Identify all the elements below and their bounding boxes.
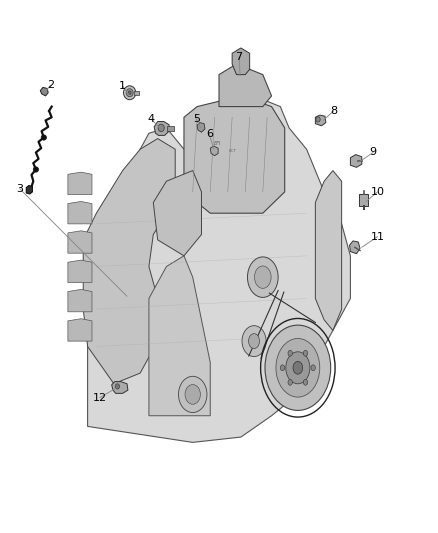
Bar — [167, 126, 174, 131]
Polygon shape — [68, 289, 92, 312]
Ellipse shape — [254, 266, 271, 288]
Ellipse shape — [33, 167, 39, 172]
Text: 4: 4 — [148, 114, 155, 124]
Text: 11: 11 — [371, 232, 385, 241]
Text: 9: 9 — [370, 148, 377, 157]
Ellipse shape — [242, 326, 266, 357]
Polygon shape — [315, 115, 326, 126]
Ellipse shape — [158, 124, 164, 132]
Ellipse shape — [286, 352, 310, 384]
Ellipse shape — [178, 376, 207, 413]
Polygon shape — [350, 241, 360, 254]
Text: ECT: ECT — [228, 149, 236, 154]
Polygon shape — [210, 146, 218, 156]
Ellipse shape — [249, 334, 259, 349]
Polygon shape — [68, 231, 92, 253]
Polygon shape — [154, 122, 169, 135]
Ellipse shape — [280, 365, 285, 371]
Ellipse shape — [115, 384, 120, 389]
Bar — [359, 194, 368, 206]
Ellipse shape — [311, 365, 315, 371]
Ellipse shape — [276, 338, 320, 397]
Text: 2: 2 — [47, 80, 54, 90]
Text: EFI: EFI — [214, 141, 221, 147]
Ellipse shape — [303, 350, 307, 356]
Text: 5: 5 — [193, 114, 200, 124]
Text: 7: 7 — [236, 52, 243, 62]
Text: 10: 10 — [371, 187, 385, 197]
Ellipse shape — [41, 135, 46, 140]
Ellipse shape — [303, 379, 307, 385]
Polygon shape — [112, 382, 128, 393]
Polygon shape — [232, 48, 250, 75]
Polygon shape — [68, 172, 92, 195]
Polygon shape — [68, 201, 92, 224]
Ellipse shape — [124, 86, 136, 100]
Polygon shape — [219, 64, 272, 107]
Text: 8: 8 — [330, 106, 337, 116]
Ellipse shape — [128, 91, 131, 95]
Polygon shape — [88, 96, 350, 442]
Ellipse shape — [293, 361, 303, 374]
Polygon shape — [153, 171, 201, 256]
Polygon shape — [68, 260, 92, 282]
Ellipse shape — [247, 257, 278, 297]
Polygon shape — [26, 185, 32, 194]
Polygon shape — [350, 155, 362, 167]
Polygon shape — [149, 256, 210, 416]
Ellipse shape — [288, 350, 293, 356]
Polygon shape — [83, 139, 175, 384]
Polygon shape — [184, 96, 285, 213]
Polygon shape — [68, 319, 92, 341]
Polygon shape — [40, 87, 48, 96]
Ellipse shape — [265, 325, 331, 410]
Ellipse shape — [288, 379, 293, 385]
Ellipse shape — [126, 88, 133, 97]
Ellipse shape — [316, 117, 320, 122]
Text: 6: 6 — [206, 130, 213, 139]
Polygon shape — [315, 171, 342, 330]
Ellipse shape — [185, 385, 200, 404]
Text: 1: 1 — [119, 82, 126, 91]
Polygon shape — [197, 123, 205, 132]
Text: 3: 3 — [16, 184, 23, 193]
Text: 12: 12 — [93, 393, 107, 402]
Bar — [134, 91, 139, 95]
